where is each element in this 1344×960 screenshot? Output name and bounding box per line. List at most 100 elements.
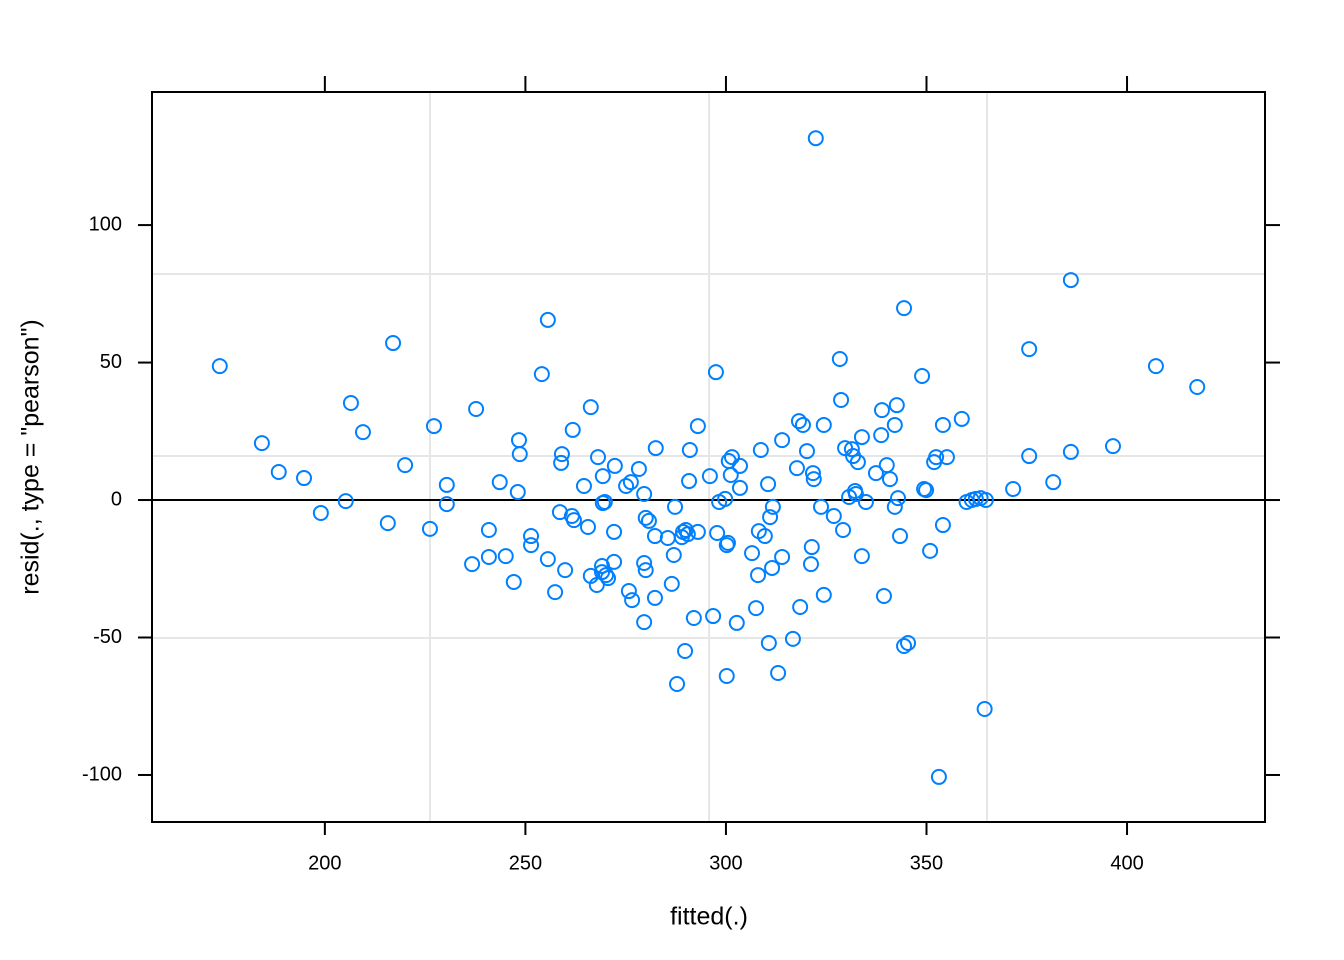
point [509, 484, 526, 501]
point [594, 468, 611, 485]
point [575, 478, 592, 495]
point [900, 635, 917, 652]
point [438, 476, 455, 493]
point [831, 350, 848, 367]
point [803, 539, 820, 556]
point [934, 517, 951, 534]
point [764, 498, 781, 515]
point [837, 440, 854, 457]
point [843, 441, 860, 458]
y-tick-label: 0 [111, 488, 122, 510]
point [312, 504, 329, 521]
point [579, 518, 596, 535]
point [497, 548, 514, 565]
point [788, 460, 805, 477]
point [723, 449, 740, 466]
point [547, 584, 564, 601]
point [533, 366, 550, 383]
point [770, 664, 787, 681]
point [707, 364, 724, 381]
point [1021, 341, 1038, 358]
point [640, 512, 657, 529]
x-tick-label: 250 [509, 852, 542, 874]
point [928, 449, 945, 466]
point [505, 573, 522, 590]
point [681, 473, 698, 490]
point [878, 457, 895, 474]
point [701, 468, 718, 485]
point [722, 467, 739, 484]
point [600, 570, 617, 587]
point [922, 542, 939, 559]
point [397, 457, 414, 474]
point [813, 498, 830, 515]
point [717, 490, 734, 507]
point [606, 523, 623, 540]
point [890, 490, 907, 507]
point [805, 471, 822, 488]
point [976, 700, 993, 717]
point [565, 512, 582, 529]
point [630, 460, 647, 477]
point [624, 592, 641, 609]
point [342, 394, 359, 411]
point [1045, 474, 1062, 491]
point [731, 457, 748, 474]
point [849, 454, 866, 471]
point [930, 768, 947, 785]
point [582, 399, 599, 416]
point [1062, 272, 1079, 289]
point [523, 528, 540, 545]
point [744, 545, 761, 562]
point [853, 429, 870, 446]
point [557, 562, 574, 579]
point [659, 529, 676, 546]
point [598, 567, 615, 584]
point [705, 608, 722, 625]
point [667, 498, 684, 515]
y-tick-label: 100 [89, 213, 122, 235]
point [804, 465, 821, 482]
x-tick-label: 300 [709, 852, 742, 874]
y-axis-label: resid(., type = "pearson") [17, 319, 45, 595]
point [669, 675, 686, 692]
point [646, 528, 663, 545]
point [873, 427, 890, 444]
point [663, 575, 680, 592]
point [523, 537, 540, 554]
point [539, 551, 556, 568]
point [815, 416, 832, 433]
point [762, 509, 779, 526]
point [728, 614, 745, 631]
point [857, 493, 874, 510]
x-axis-label: fitted(.) [670, 903, 748, 931]
point [774, 432, 791, 449]
point [468, 401, 485, 418]
x-tick-label: 350 [910, 852, 943, 874]
point [270, 463, 287, 480]
point [892, 528, 909, 545]
point [881, 471, 898, 488]
point [896, 638, 913, 655]
point [792, 598, 809, 615]
point [760, 635, 777, 652]
point [425, 418, 442, 435]
point [918, 482, 935, 499]
point [337, 493, 354, 510]
point [875, 587, 892, 604]
point [807, 130, 824, 147]
point [464, 556, 481, 573]
plot-frame [151, 91, 1266, 823]
point [385, 335, 402, 352]
point [756, 528, 773, 545]
point [689, 418, 706, 435]
point [896, 300, 913, 317]
point [853, 548, 870, 565]
point [886, 416, 903, 433]
point [790, 413, 807, 430]
point [637, 562, 654, 579]
point [665, 547, 682, 564]
point [888, 397, 905, 414]
point [637, 509, 654, 526]
